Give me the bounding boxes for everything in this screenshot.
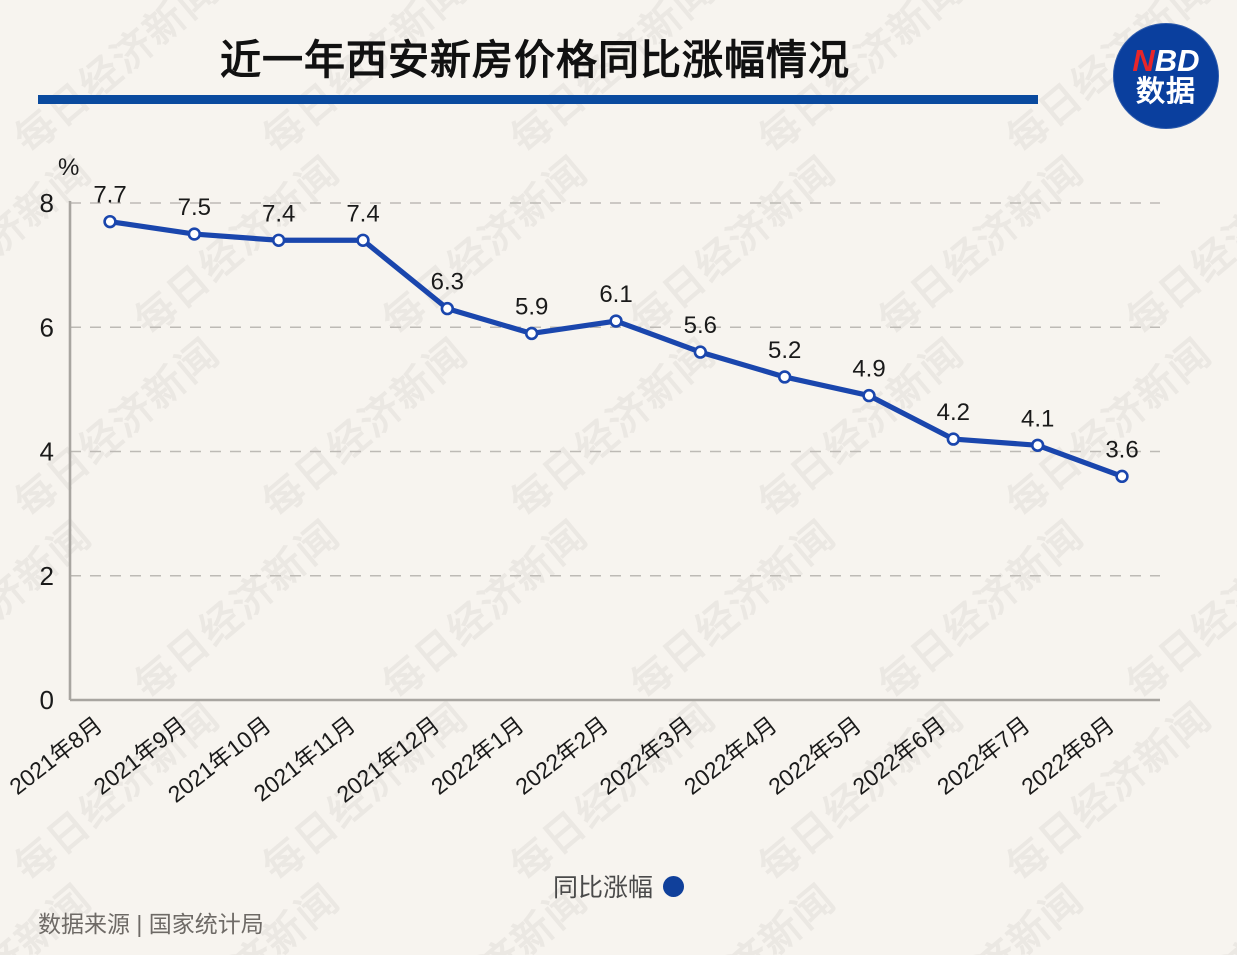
data-point-marker <box>356 233 370 247</box>
y-axis-unit-label-text: % <box>58 154 79 181</box>
nbd-logo: NBD 数据 <box>1113 23 1219 129</box>
data-point-marker <box>946 432 961 446</box>
data-point-label: 6.1 <box>599 281 632 308</box>
x-tick-label: 2022年6月 <box>848 711 951 799</box>
logo-rest: BD <box>1154 43 1200 78</box>
logo-subtitle: 数据 <box>1135 76 1196 108</box>
data-point-marker <box>524 326 539 341</box>
data-point-label: 3.6 <box>1105 436 1138 463</box>
data-point-label: 4.1 <box>1021 405 1054 432</box>
x-tick-label: 2022年5月 <box>763 711 866 799</box>
x-tick-label: 2022年3月 <box>595 711 698 799</box>
y-tick-label: 0 <box>40 685 54 715</box>
data-point-marker <box>1030 438 1045 452</box>
x-tick-label: 2021年8月 <box>4 711 107 799</box>
legend-label: 同比涨幅 <box>552 874 653 902</box>
y-axis-tick-labels: 0 2 4 6 8 <box>40 188 54 715</box>
logo-initial: N <box>1132 43 1155 78</box>
data-point-marker <box>862 388 876 403</box>
data-point-marker <box>440 301 455 316</box>
series-markers <box>103 214 1129 484</box>
title-underline <box>38 95 1038 104</box>
data-point-label: 7.7 <box>93 182 126 209</box>
y-tick-label: 2 <box>40 561 54 591</box>
x-tick-label: 2022年1月 <box>426 711 529 799</box>
legend-swatch-icon <box>663 875 684 897</box>
x-tick-label: 2022年8月 <box>1016 711 1119 799</box>
data-point-label: 5.2 <box>768 337 801 364</box>
data-point-marker <box>1115 469 1129 484</box>
data-point-marker <box>271 233 286 247</box>
data-point-label: 4.9 <box>852 356 885 383</box>
series-line-同比涨幅 <box>107 219 1125 479</box>
y-tick-label: 6 <box>40 312 54 342</box>
y-tick-label: 8 <box>40 188 54 218</box>
data-point-marker <box>693 345 708 359</box>
data-point-marker <box>187 227 202 241</box>
data-point-label: 7.4 <box>346 200 379 227</box>
data-point-label: 7.5 <box>178 194 211 221</box>
legend: 同比涨幅 <box>0 868 1237 904</box>
source-attribution: 数据来源 | 国家统计局 <box>38 911 264 937</box>
axes <box>68 201 1160 702</box>
data-point-marker <box>609 314 623 328</box>
data-point-marker <box>777 370 792 384</box>
data-point-label: 4.2 <box>937 399 970 426</box>
data-point-label: 5.6 <box>684 312 717 339</box>
y-axis-unit-label: % <box>58 154 79 181</box>
page-title: 近一年西安新房价格同比涨幅情况 <box>220 37 850 83</box>
data-point-label: 7.4 <box>262 200 295 227</box>
x-axis-tick-labels: 2021年8月2021年9月2021年10月2021年11月2021年12月20… <box>4 711 1119 807</box>
series-polyline <box>107 219 1125 479</box>
logo-wordmark: NBD <box>1132 45 1199 76</box>
header: 近一年西安新房价格同比涨幅情况 <box>0 0 1237 120</box>
data-point-label: 5.9 <box>515 293 548 320</box>
data-point-marker <box>103 214 117 229</box>
gridlines <box>70 202 1160 577</box>
x-tick-label: 2022年2月 <box>510 711 613 799</box>
data-point-labels: 7.7 7.5 7.4 7.4 6.3 5.9 6.1 5.6 5.2 4.9 4.2 4.1 3.6 <box>93 182 1138 464</box>
x-tick-label: 2022年7月 <box>932 711 1035 799</box>
x-tick-label: 2022年4月 <box>679 711 782 799</box>
data-point-label: 6.3 <box>431 269 464 296</box>
y-tick-label: 4 <box>40 437 54 467</box>
